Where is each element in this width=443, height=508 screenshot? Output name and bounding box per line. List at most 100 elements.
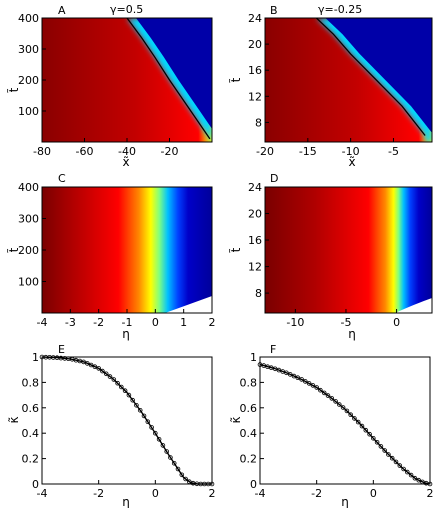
panel-c-xtick-label: -4	[37, 316, 48, 329]
panel-e-marker	[119, 384, 124, 390]
panel-e-ylabel: κ̃	[7, 416, 21, 423]
panel-d-ytick-label: 8	[255, 287, 262, 300]
panel-e-xtick-label: 2	[209, 487, 216, 500]
panel-d-heatmap	[265, 187, 432, 313]
panel-c-xlabel: η	[122, 327, 130, 341]
panel-f-ytick-label: 1	[250, 351, 257, 364]
panel-e-marker	[137, 407, 143, 413]
panel-a-xlabel: x̃	[122, 155, 129, 169]
panel-b-xtick-label: -20	[256, 145, 274, 158]
panel-c-ytick-label: 100	[18, 276, 39, 289]
panel-e-marker	[149, 425, 154, 430]
panel-d-ytick-label: 24	[248, 181, 262, 194]
panel-f-marker	[416, 477, 422, 483]
panel-b-xlabel: x̃	[348, 155, 355, 169]
panel-f-marker	[344, 408, 350, 414]
panel-b-heatmap-blue-region	[325, 18, 432, 133]
panel-a-xtick-label: -60	[76, 145, 94, 158]
panel-f-marker	[287, 372, 293, 377]
panel-c-xtick-label: -3	[65, 316, 76, 329]
panel-f-marker	[363, 427, 369, 433]
panel-f-ylabel: κ̃	[229, 416, 243, 423]
panel-f-marker	[336, 402, 342, 407]
panel-b-boundary-curve	[315, 18, 426, 136]
panel-c-xtick-label: -1	[122, 316, 133, 329]
panel-f-ticks: -4 -2 0 2 0 0.2 0.4 0.6 0.8 1	[240, 351, 434, 500]
panel-e-marker	[168, 455, 173, 460]
panel-e-frame	[41, 356, 213, 485]
panel-e-marker	[175, 466, 181, 472]
panel-d-xtick-label: -10	[286, 316, 304, 329]
panel-a-ytick-label: 100	[18, 105, 39, 118]
panel-e-marker	[134, 402, 139, 408]
panel-b-gamma-annotation: γ=-0.25	[318, 3, 362, 16]
panel-c-heatmap	[42, 187, 212, 313]
panel-e-ytick-label: 0.8	[22, 376, 40, 389]
panel-f-label: F	[270, 343, 276, 356]
panel-e-marker	[171, 460, 177, 466]
panel-f-frame	[259, 356, 431, 485]
panel-f-marker	[314, 385, 320, 390]
panel-c-white-corner	[165, 296, 212, 313]
panel-f-markers	[257, 362, 433, 487]
panel-f-marker	[306, 381, 312, 386]
panel-a-gamma-annotation: γ=0.5	[110, 3, 143, 16]
panel-f-xtick-label: 2	[427, 487, 434, 500]
panel-b-ytick-label: 24	[248, 12, 262, 25]
panel-e-marker	[141, 413, 147, 419]
panel-f-marker	[420, 479, 425, 485]
panel-c-ytick-label: 200	[18, 244, 39, 257]
panel-d-ylabel: t̃	[229, 247, 243, 252]
panel-e-marker	[81, 359, 86, 365]
panel-b-ytick-label: 12	[248, 90, 262, 103]
panel-f-marker	[348, 412, 354, 418]
panel-a-heatmap-blue-region	[136, 18, 212, 129]
panel-f-ytick-label: 0.8	[240, 376, 258, 389]
panel-d-white-corner	[395, 298, 432, 313]
panel-d-ytick-label: 20	[248, 208, 262, 221]
panel-b-ytick-label: 8	[255, 116, 262, 129]
panel-e-marker	[111, 377, 117, 382]
panel-f-ytick-label: 0.6	[240, 402, 258, 415]
panel-c-ylabel: t̃	[7, 247, 21, 252]
panel-a-label: A	[58, 4, 66, 17]
panel-a-ytick-label: 400	[18, 12, 39, 25]
panel-f-marker	[367, 431, 372, 437]
panel-b: B γ=-0.25 -20 -15 -10 -5 8 12 16 20 24 x̃ t̃	[229, 3, 433, 169]
panel-d-xtick-label: 0	[393, 316, 400, 329]
panel-e-ytick-label: 1	[32, 351, 39, 364]
panel-d-ytick-label: 16	[248, 234, 262, 247]
panel-e-marker	[179, 472, 185, 478]
panel-e-ytick-label: 0.2	[22, 453, 40, 466]
panel-f-xlabel: η	[341, 495, 349, 508]
panel-e-marker	[130, 397, 136, 403]
panel-f-marker	[318, 387, 323, 393]
panel-a-ticks: -80 -60 -40 -20 100 200 300 400	[18, 12, 178, 158]
panel-a-xtick-label: -40	[118, 145, 136, 158]
panel-f-marker	[321, 390, 327, 396]
panel-f-marker	[386, 452, 391, 457]
panel-a-ylabel: t̃	[7, 87, 21, 92]
panel-f-marker	[378, 444, 384, 449]
panel-f-ytick-label: 0	[250, 478, 257, 491]
panel-e-marker	[122, 388, 128, 394]
panel-d-ytick-label: 12	[248, 261, 262, 274]
panel-c-xtick-label: -2	[93, 316, 104, 329]
panel-f-ytick-label: 0.2	[240, 453, 258, 466]
panel-f-marker	[389, 455, 395, 461]
panel-f-marker	[302, 379, 308, 384]
panel-f-marker	[404, 469, 410, 475]
panel-e-marker	[126, 392, 132, 398]
panel-b-xtick-label: -10	[342, 145, 360, 158]
panel-e: E -4 -2 0 2 0 0.2 0.4 0.6 0.8 1 η κ̃	[7, 343, 216, 508]
panel-d-xtick-label: -5	[340, 316, 351, 329]
panel-f-marker	[329, 396, 335, 401]
panel-e-xtick-label: 0	[152, 487, 159, 500]
panel-c-xtick-label: 1	[180, 316, 187, 329]
panel-e-marker	[145, 419, 151, 425]
panel-e-xtick-label: -2	[93, 487, 104, 500]
panel-d-ticks: -10 -5 0 8 12 16 20 24	[248, 181, 400, 329]
panel-e-marker	[187, 479, 192, 485]
panel-c-ytick-label: 400	[18, 181, 39, 194]
